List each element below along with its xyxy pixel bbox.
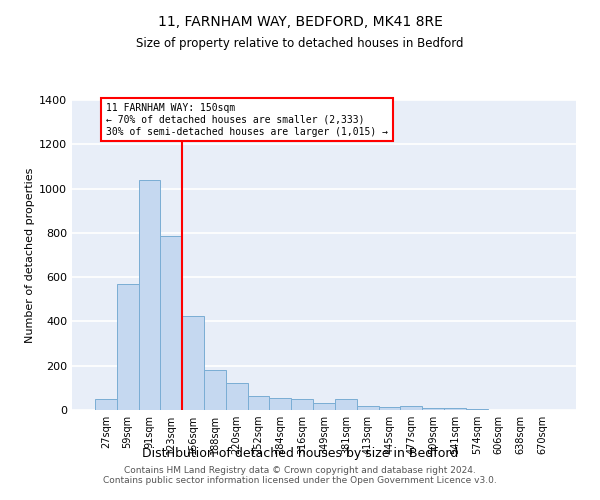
Y-axis label: Number of detached properties: Number of detached properties bbox=[25, 168, 35, 342]
Bar bbox=[400, 406, 422, 410]
Bar bbox=[95, 399, 117, 410]
Bar bbox=[248, 396, 269, 410]
Text: Size of property relative to detached houses in Bedford: Size of property relative to detached ho… bbox=[136, 38, 464, 51]
Bar bbox=[357, 406, 379, 410]
Bar bbox=[139, 180, 160, 410]
Bar bbox=[291, 399, 313, 410]
Text: Distribution of detached houses by size in Bedford: Distribution of detached houses by size … bbox=[142, 447, 458, 460]
Bar bbox=[160, 236, 182, 410]
Bar bbox=[204, 370, 226, 410]
Text: 11 FARNHAM WAY: 150sqm
← 70% of detached houses are smaller (2,333)
30% of semi-: 11 FARNHAM WAY: 150sqm ← 70% of detached… bbox=[106, 104, 388, 136]
Text: Contains HM Land Registry data © Crown copyright and database right 2024.
Contai: Contains HM Land Registry data © Crown c… bbox=[103, 466, 497, 485]
Bar bbox=[226, 384, 248, 410]
Bar bbox=[269, 398, 291, 410]
Bar bbox=[444, 408, 466, 410]
Bar bbox=[466, 409, 488, 410]
Text: 11, FARNHAM WAY, BEDFORD, MK41 8RE: 11, FARNHAM WAY, BEDFORD, MK41 8RE bbox=[158, 15, 442, 29]
Bar bbox=[313, 404, 335, 410]
Bar bbox=[379, 406, 400, 410]
Bar bbox=[422, 408, 444, 410]
Bar bbox=[335, 399, 357, 410]
Bar bbox=[117, 284, 139, 410]
Bar bbox=[182, 316, 204, 410]
